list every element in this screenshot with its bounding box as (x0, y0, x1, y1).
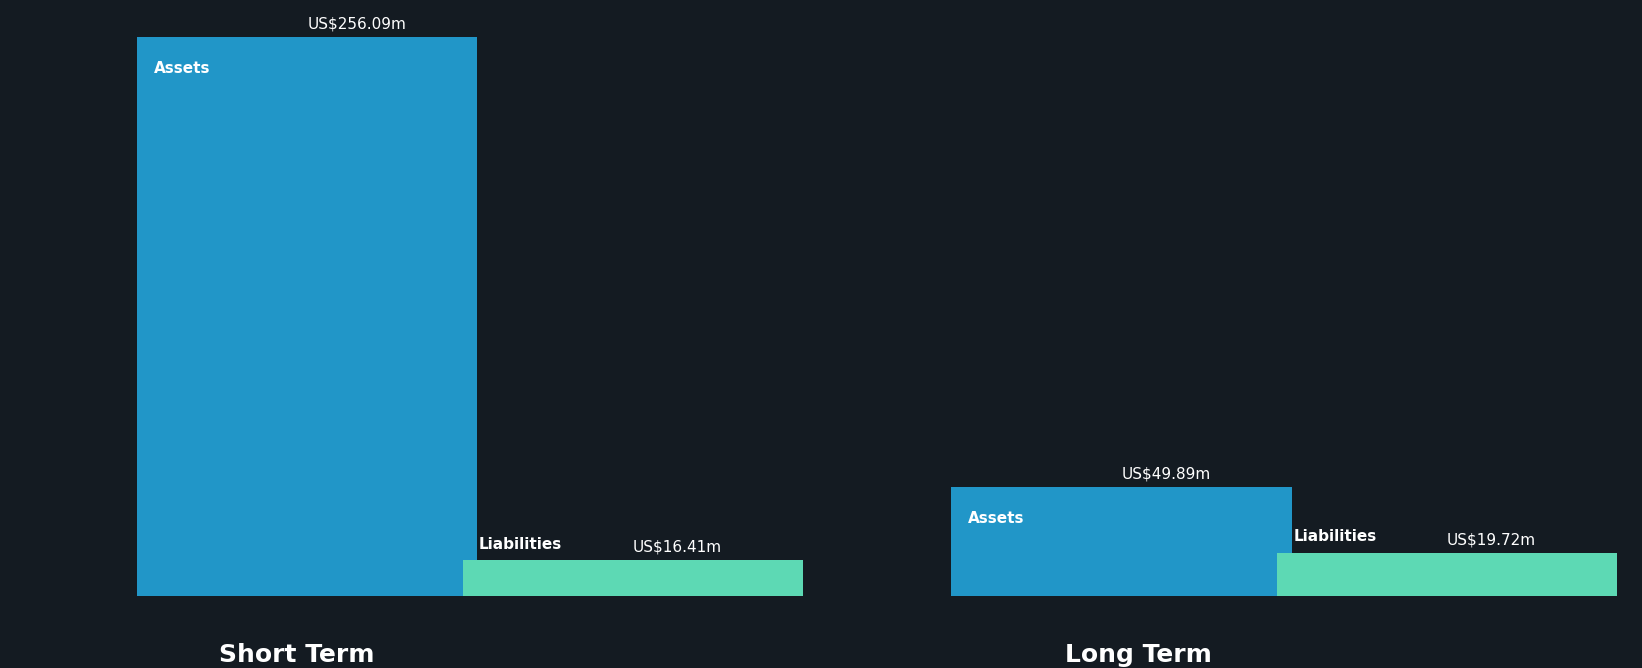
FancyBboxPatch shape (463, 560, 803, 596)
Text: Short Term: Short Term (218, 643, 374, 667)
FancyBboxPatch shape (951, 487, 1292, 596)
Text: Assets: Assets (967, 510, 1025, 526)
Text: US$16.41m: US$16.41m (632, 539, 722, 554)
Text: Long Term: Long Term (1066, 643, 1212, 667)
Text: US$19.72m: US$19.72m (1447, 532, 1537, 547)
Text: Liabilities: Liabilities (479, 536, 562, 552)
Text: US$256.09m: US$256.09m (307, 17, 406, 31)
Text: US$49.89m: US$49.89m (1121, 466, 1210, 481)
Text: Assets: Assets (153, 61, 210, 76)
Text: Liabilities: Liabilities (1294, 529, 1376, 544)
FancyBboxPatch shape (1277, 553, 1617, 596)
FancyBboxPatch shape (138, 37, 478, 596)
